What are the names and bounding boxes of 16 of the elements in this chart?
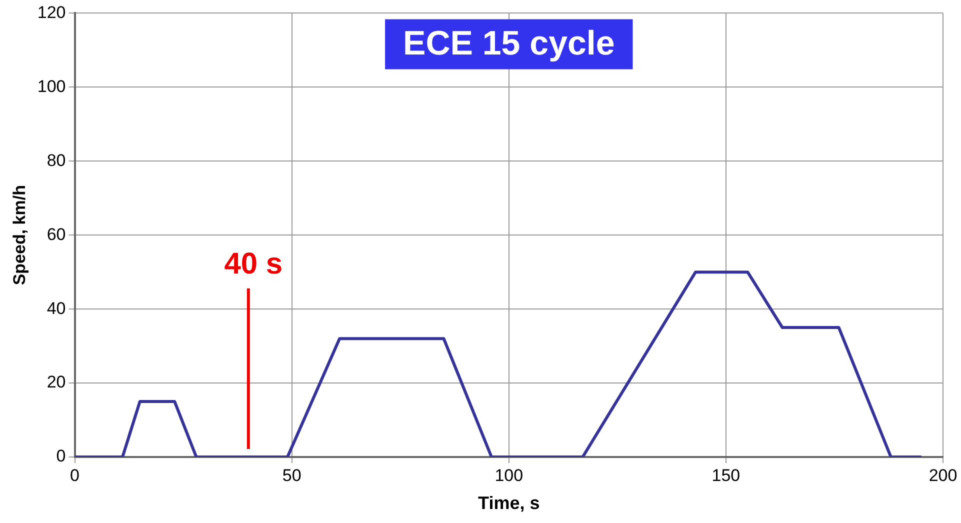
y-tick-label: 40 — [46, 298, 66, 318]
y-axis-title: Speed, km/h — [10, 185, 29, 286]
ref-line-label: 40 s — [224, 248, 283, 281]
y-tick-label: 0 — [56, 446, 66, 466]
x-tick-label: 0 — [70, 466, 80, 485]
y-tick-label: 60 — [46, 224, 66, 244]
x-tick-label: 150 — [712, 466, 740, 485]
y-tick-label: 100 — [37, 76, 66, 96]
x-axis-title: Time, s — [478, 493, 540, 514]
y-tick-label: 20 — [46, 372, 66, 392]
x-tick-label: 200 — [928, 466, 958, 485]
y-tick-label: 120 — [37, 2, 66, 22]
x-tick-label: 50 — [282, 466, 302, 485]
x-tick-label: 100 — [494, 466, 524, 485]
y-tick-label: 80 — [46, 150, 66, 170]
chart-title: ECE 15 cycle — [403, 24, 615, 63]
